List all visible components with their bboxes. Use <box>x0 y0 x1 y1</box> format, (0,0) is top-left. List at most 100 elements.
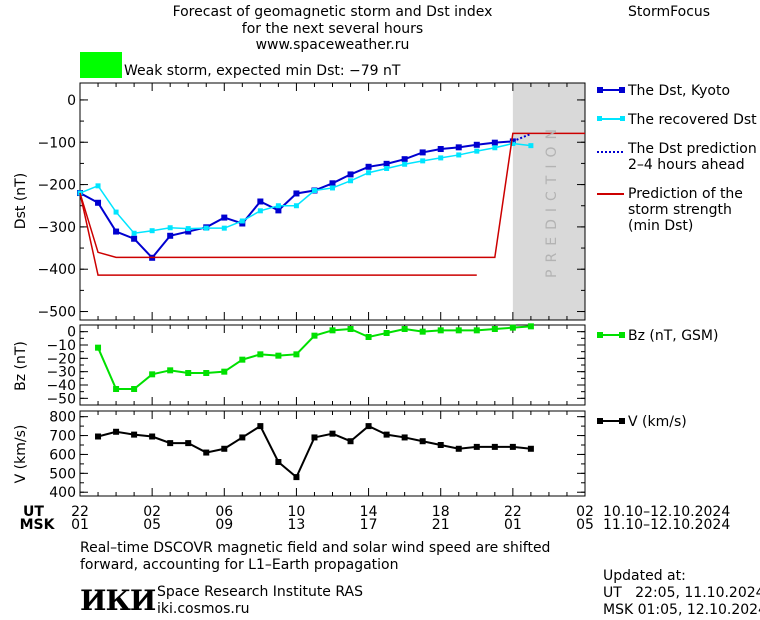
dst-kyoto-point <box>365 163 372 170</box>
bz-point <box>239 356 246 363</box>
dst-kyoto-point <box>293 190 300 197</box>
recovered-dst-point <box>203 225 209 231</box>
dst-kyoto-point <box>221 214 228 221</box>
ut-date-range: 10.10–12.10.2024 <box>603 504 730 520</box>
bz-ytick-label: −20 <box>46 351 76 367</box>
recovered-dst-point <box>348 178 354 184</box>
storm-strength-line <box>79 132 585 259</box>
v-point <box>473 443 480 450</box>
bz-ytick-label: 0 <box>67 325 76 341</box>
dst-kyoto-point <box>491 139 498 146</box>
dst-kyoto-point <box>275 207 282 214</box>
msk-tick-label: 09 <box>215 517 233 533</box>
storm-level-text: Weak storm, expected min Dst: −79 nT <box>124 63 401 79</box>
bz-point <box>131 386 138 392</box>
legend-item-storm-strength: Prediction of the storm strength (min Ds… <box>597 186 743 234</box>
legend-item-recovered: The recovered Dst <box>597 112 757 128</box>
v-panel: 400 500 600 700 800 <box>49 410 586 501</box>
bz-point <box>275 352 282 359</box>
v-point <box>311 434 318 441</box>
iki-logo: ИКИ <box>80 584 156 617</box>
recovered-dst-point <box>185 226 191 232</box>
v-point <box>491 443 498 450</box>
legend-item-bz: Bz (nT, GSM) <box>597 328 718 344</box>
v-ytick-label: 500 <box>49 466 76 482</box>
recovered-dst-point <box>311 187 317 193</box>
recovered-dst-point <box>113 209 119 215</box>
v-point <box>95 433 102 440</box>
legend-label-v: V (km/s) <box>628 414 687 430</box>
dst-frame <box>79 82 586 321</box>
v-point <box>329 430 336 437</box>
v-point <box>113 428 120 435</box>
dst-kyoto-line <box>79 140 513 260</box>
ut-tick-label: 22 <box>71 504 89 520</box>
bz-point <box>455 327 462 334</box>
dst-ytick-label: −200 <box>38 178 76 194</box>
recovered-dst-point <box>167 225 173 231</box>
ut-tick-label: 02 <box>143 504 161 520</box>
dst-ytick-label: −300 <box>38 220 76 236</box>
bz-point <box>527 323 534 330</box>
bz-point <box>365 334 372 340</box>
recovered-dst-point <box>293 203 299 209</box>
bz-point <box>437 327 444 334</box>
msk-tick-label: 21 <box>432 517 450 533</box>
bz-frame <box>79 324 586 406</box>
institute-name: Space Research Institute RAS <box>157 584 363 600</box>
bz-point <box>509 324 516 331</box>
bz-point <box>113 386 120 392</box>
v-ytick-label: 800 <box>49 410 76 426</box>
recovered-dst-point <box>384 165 390 171</box>
recovered-dst-point <box>438 155 444 161</box>
legend-label-prediction-2: 2–4 hours ahead <box>628 157 745 173</box>
v-point <box>257 423 264 430</box>
dst-kyoto-point <box>131 235 138 242</box>
prediction-band-label: PREDICTION <box>544 122 560 278</box>
v-point <box>167 440 174 447</box>
chart-title-line2: for the next several hours <box>241 21 424 37</box>
dst-axis-label: Dst (nT) <box>13 173 29 229</box>
dst-kyoto-point <box>95 199 102 206</box>
v-line <box>97 424 531 479</box>
v-ytick-label: 600 <box>49 447 76 463</box>
bz-panel: 0−10−20−30−40−50 <box>46 323 586 407</box>
bz-point <box>491 326 498 332</box>
ut-row-label: UT <box>23 504 44 520</box>
legend-label-bz: Bz (nT, GSM) <box>628 328 718 344</box>
v-point <box>527 445 534 452</box>
legend-item-prediction: The Dst prediction 2–4 hours ahead <box>597 141 757 173</box>
ut-tick-label: 02 <box>576 504 594 520</box>
bz-ytick-label: −40 <box>46 378 76 394</box>
legend-label-storm-2: storm strength <box>628 202 732 218</box>
institute-site[interactable]: iki.cosmos.ru <box>157 601 250 617</box>
dst-kyoto-point <box>455 144 462 151</box>
v-point <box>131 431 138 438</box>
time-axis-ticks: 22 02 06 10 14 18 22 02 01 05 09 13 17 21 01 05 <box>71 504 594 533</box>
recovered-dst-point <box>239 218 245 224</box>
legend-label-dst: The Dst, Kyoto <box>627 83 730 99</box>
v-ytick-label: 400 <box>49 485 76 501</box>
recovered-dst-point <box>366 170 372 176</box>
legend: The Dst, Kyoto The recovered Dst The Dst… <box>597 83 757 430</box>
bz-point <box>311 332 318 339</box>
v-axis-label: V (km/s) <box>13 425 29 484</box>
bz-point <box>167 367 174 374</box>
recovered-dst-point <box>402 161 408 167</box>
dst-ytick-label: −400 <box>38 262 76 278</box>
ut-tick-label: 10 <box>288 504 306 520</box>
v-point <box>509 443 516 450</box>
dst-panel: 0 −100 −200 −300 −400 −500 <box>38 82 586 321</box>
v-point <box>401 434 408 441</box>
dst-kyoto-point <box>419 149 426 156</box>
v-point <box>275 459 282 465</box>
v-point <box>347 438 354 445</box>
dst-ytick-label: −100 <box>38 135 76 151</box>
v-point <box>203 449 210 456</box>
prediction-band <box>512 83 585 320</box>
bz-point <box>293 351 300 358</box>
v-point <box>365 423 372 430</box>
v-point <box>149 433 156 440</box>
msk-tick-label: 01 <box>71 517 89 533</box>
site-url[interactable]: www.spaceweather.ru <box>255 37 410 53</box>
